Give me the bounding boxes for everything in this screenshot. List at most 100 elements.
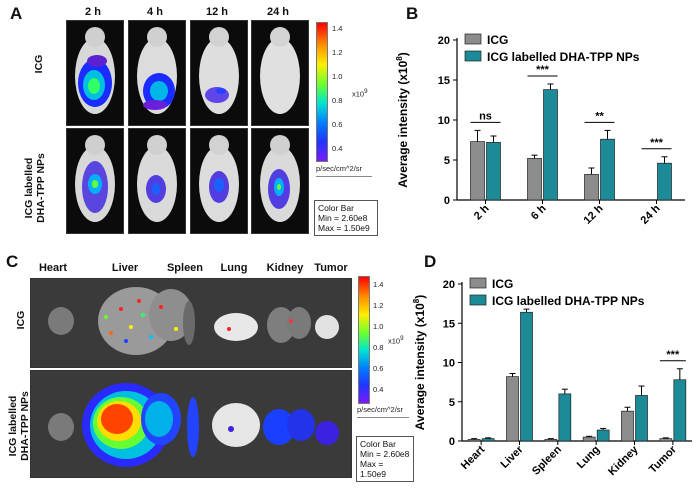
colorbar-divider	[357, 417, 409, 418]
colorbar-tick: 1.0	[332, 72, 343, 81]
y-tick-label: 15	[443, 318, 455, 330]
colorbar-tick: 1.2	[373, 301, 384, 310]
x-tick-label: 2 h	[472, 202, 492, 222]
y-axis-label-text: Average intensity (x10	[396, 60, 410, 187]
significance-label: ns	[479, 110, 492, 122]
mouse-image-icg-4h	[128, 20, 186, 126]
y-axis-label: Average intensity (x108)	[395, 52, 410, 187]
significance-label: **	[595, 110, 604, 122]
info-line: Max = 1.50e9	[318, 223, 370, 233]
colorbar-tick: 1.0	[373, 322, 384, 331]
bar	[544, 439, 558, 442]
y-axis-label-power: 8	[412, 298, 421, 303]
colorbar-exponent-power: 9	[364, 88, 368, 95]
info-box-a: Color Bar Min = 2.60e8 Max = 1.50e9	[314, 200, 378, 236]
organ-label: Spleen	[166, 262, 204, 274]
y-tick-label: 15	[438, 75, 450, 87]
bar	[659, 438, 673, 442]
x-tick-label: 6 h	[529, 202, 549, 222]
bar	[596, 429, 610, 442]
bar	[673, 379, 687, 442]
y-tick-label: 10	[438, 115, 450, 127]
y-axis-label-close: )	[413, 295, 427, 299]
timepoint-label: 4 h	[147, 6, 163, 18]
mouse-image-nps-4h	[128, 128, 186, 234]
info-box-c: Color Bar Min = 2.60e8 Max = 1.50e9	[356, 436, 414, 482]
panel-c-label: C	[6, 252, 19, 271]
bar	[527, 158, 542, 201]
colorbar-tick: 1.2	[332, 48, 343, 57]
colorbar-exponent: x109	[352, 88, 368, 99]
panel-d-label: D	[424, 252, 437, 271]
colorbar-tick: 0.4	[332, 144, 343, 153]
info-line: Min = 2.60e8	[318, 213, 368, 223]
bar	[520, 311, 533, 442]
row-label-icg: ICG	[33, 54, 45, 74]
mouse-image-icg-12h	[190, 20, 248, 126]
info-line: Min = 2.60e8	[360, 449, 410, 459]
bar	[558, 393, 572, 442]
row-label-icg-c: ICG	[15, 310, 27, 330]
x-tick-label: 24 h	[639, 202, 663, 226]
x-tick-label: Tumor	[647, 443, 680, 476]
colorbar-a	[316, 22, 328, 162]
x-tick-label: 12 h	[582, 202, 606, 226]
timepoint-label: 12 h	[205, 6, 228, 18]
significance-label: ***	[666, 349, 680, 361]
bar	[470, 141, 485, 201]
legend-label: ICG	[487, 33, 508, 47]
bar	[600, 138, 615, 201]
legend-label: ICG	[492, 277, 513, 291]
colorbar-divider	[316, 176, 372, 177]
row-label-nps-c-line1: ICG labelled	[7, 395, 19, 457]
x-tick-label: Liver	[499, 443, 527, 471]
row-label-nps-c: ICG labelled DHA-TPP NPs	[7, 371, 31, 481]
chart-d: Average intensity (x108) 0 5 10 15 20 Heart Liv…	[412, 277, 692, 478]
organ-image-nps	[30, 370, 352, 478]
mouse-image-icg-24h	[251, 20, 309, 126]
row-label-nps-line1: ICG labelled	[23, 157, 35, 219]
colorbar-units: p/sec/cm^2/sr	[316, 164, 363, 173]
timepoint-label: 24 h	[266, 6, 289, 18]
bar	[621, 410, 634, 442]
info-line: Color Bar	[318, 203, 354, 213]
colorbar-tick: 0.6	[373, 364, 384, 373]
bar	[635, 395, 648, 442]
colorbar-exponent: x109	[388, 335, 404, 346]
row-label-nps: ICG labelled DHA-TPP NPs	[23, 133, 47, 243]
bar	[486, 142, 501, 201]
legend-swatch	[469, 294, 487, 306]
bar	[467, 439, 481, 442]
y-tick-label: 0	[449, 436, 455, 448]
x-tick-label: Spleen	[530, 443, 564, 477]
colorbar-tick: 0.4	[373, 385, 384, 394]
y-tick-label: 0	[444, 195, 450, 207]
legend-swatch	[464, 50, 482, 62]
info-line: Color Bar	[360, 439, 396, 449]
colorbar-tick: 1.4	[373, 280, 384, 289]
bar	[582, 436, 596, 442]
colorbar-tick: 0.8	[332, 96, 343, 105]
y-tick-label: 10	[443, 358, 455, 370]
organ-label: Kidney	[266, 262, 304, 274]
organ-label: Lung	[220, 262, 248, 274]
y-axis-label: Average intensity (x108)	[412, 295, 427, 430]
organ-image-icg	[30, 278, 352, 368]
significance-label: ***	[650, 137, 664, 149]
organ-label: Heart	[38, 262, 68, 274]
mouse-image-nps-2h	[66, 128, 124, 234]
colorbar-tick: 0.8	[373, 343, 384, 352]
x-tick-label: Kidney	[606, 443, 641, 478]
mouse-image-icg-2h	[66, 20, 124, 126]
colorbar-exponent-power: 9	[400, 335, 404, 342]
mouse-image-nps-12h	[190, 128, 248, 234]
y-tick-label: 5	[449, 397, 455, 409]
colorbar-exponent-base: x10	[352, 89, 365, 99]
legend-swatch	[469, 277, 487, 289]
legend-label: ICG labelled DHA-TPP NPs	[487, 50, 640, 64]
bar	[506, 376, 519, 442]
x-tick-label: Heart	[459, 443, 488, 472]
legend-label: ICG labelled DHA-TPP NPs	[492, 294, 645, 308]
bar	[543, 89, 558, 201]
colorbar-tick: 1.4	[332, 24, 343, 33]
